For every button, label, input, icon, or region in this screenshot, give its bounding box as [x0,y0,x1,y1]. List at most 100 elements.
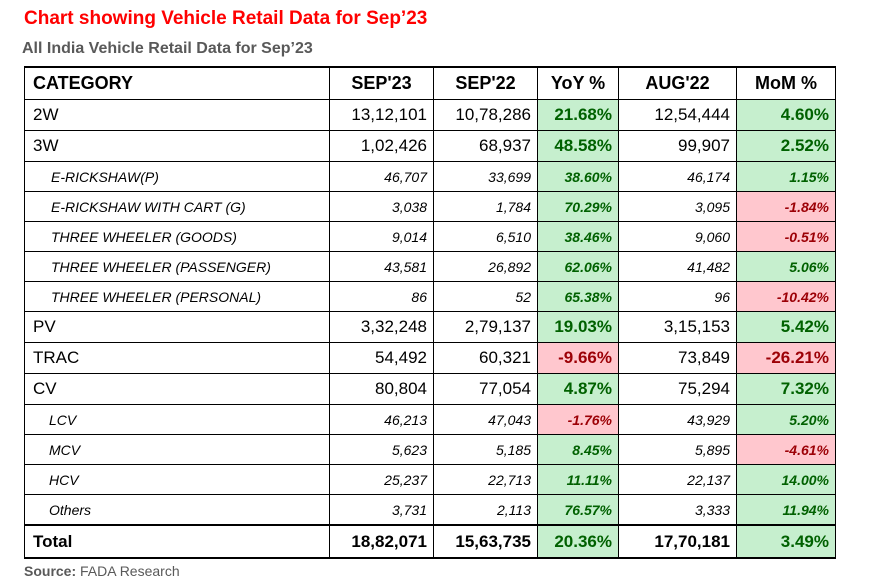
cell-category: THREE WHEELER (GOODS) [24,221,330,252]
cell-aug22: 75,294 [618,373,737,405]
cell-category: E-RICKSHAW WITH CART (G) [24,191,330,222]
cell-aug22: 17,70,181 [618,524,737,559]
header-yoy: YoY % [537,66,619,100]
cell-mom: 1.15% [736,161,836,192]
cell-yoy: -1.76% [537,404,619,435]
cell-sep23: 46,213 [329,404,434,435]
cell-category: Total [24,524,330,559]
cell-category: Others [24,494,330,526]
cell-mom: 7.32% [736,373,836,405]
cell-sep23: 9,014 [329,221,434,252]
cell-mom: -10.42% [736,281,836,312]
cell-mom: -0.51% [736,221,836,252]
cell-sep22: 6,510 [433,221,538,252]
cell-aug22: 99,907 [618,130,737,162]
cell-sep22: 2,79,137 [433,311,538,343]
cell-sep22: 68,937 [433,130,538,162]
table-row: Others 3,731 2,113 76.57% 3,333 11.94% [24,494,836,526]
cell-aug22: 9,060 [618,221,737,252]
table-row: E-RICKSHAW WITH CART (G) 3,038 1,784 70.29%… [24,191,836,222]
cell-yoy: 48.58% [537,130,619,162]
cell-sep22: 22,713 [433,464,538,495]
cell-yoy: 62.06% [537,251,619,282]
cell-aug22: 3,15,153 [618,311,737,343]
cell-sep23: 43,581 [329,251,434,282]
cell-category: CV [24,373,330,405]
table-row: PV 3,32,248 2,79,137 19.03% 3,15,153 5.42% [24,311,836,343]
cell-mom: 5.20% [736,404,836,435]
cell-category: THREE WHEELER (PASSENGER) [24,251,330,282]
header-category: CATEGORY [24,66,330,100]
chart-title: Chart showing Vehicle Retail Data for Se… [24,8,428,29]
cell-category: HCV [24,464,330,495]
cell-mom: -1.84% [736,191,836,222]
cell-sep23: 25,237 [329,464,434,495]
cell-sep22: 26,892 [433,251,538,282]
cell-mom: 2.52% [736,130,836,162]
vehicle-retail-table: CATEGORY SEP'23 SEP'22 YoY % AUG'22 MoM … [24,66,836,559]
cell-mom: 11.94% [736,494,836,526]
cell-sep22: 52 [433,281,538,312]
cell-sep23: 5,623 [329,434,434,465]
cell-mom: -4.61% [736,434,836,465]
cell-sep22: 77,054 [433,373,538,405]
table-row: 2W 13,12,101 10,78,286 21.68% 12,54,444 4.60% [24,99,836,131]
cell-mom: 14.00% [736,464,836,495]
table-row: THREE WHEELER (PERSONAL) 86 52 65.38% 96 -10.… [24,281,836,312]
cell-category: 3W [24,130,330,162]
table-row: MCV 5,623 5,185 8.45% 5,895 -4.61% [24,434,836,465]
cell-aug22: 96 [618,281,737,312]
cell-sep23: 18,82,071 [329,524,434,559]
cell-aug22: 43,929 [618,404,737,435]
cell-aug22: 3,095 [618,191,737,222]
table-row: THREE WHEELER (PASSENGER) 43,581 26,892 62.… [24,251,836,282]
cell-yoy: 38.60% [537,161,619,192]
cell-sep22: 5,185 [433,434,538,465]
cell-sep23: 3,32,248 [329,311,434,343]
header-mom: MoM % [736,66,836,100]
cell-sep23: 3,038 [329,191,434,222]
cell-sep23: 13,12,101 [329,99,434,131]
table-row: TRAC 54,492 60,321 -9.66% 73,849 -26.21% [24,342,836,374]
cell-aug22: 5,895 [618,434,737,465]
header-sep23: SEP'23 [329,66,434,100]
source-label: Source: [24,563,77,579]
total-row: Total 18,82,071 15,63,735 20.36% 17,70,181 3.… [24,524,836,559]
table-body: 2W 13,12,101 10,78,286 21.68% 12,54,444 4.60%… [24,99,836,559]
cell-aug22: 22,137 [618,464,737,495]
cell-sep23: 1,02,426 [329,130,434,162]
cell-sep22: 47,043 [433,404,538,435]
cell-category: PV [24,311,330,343]
cell-sep23: 3,731 [329,494,434,526]
cell-mom: 3.49% [736,524,836,559]
table-row: HCV 25,237 22,713 11.11% 22,137 14.00% [24,464,836,495]
header-aug22: AUG'22 [618,66,737,100]
cell-sep22: 2,113 [433,494,538,526]
table-header-row: CATEGORY SEP'23 SEP'22 YoY % AUG'22 MoM … [24,66,836,100]
cell-yoy: 76.57% [537,494,619,526]
header-sep22: SEP'22 [433,66,538,100]
cell-sep22: 10,78,286 [433,99,538,131]
cell-yoy: 8.45% [537,434,619,465]
cell-sep23: 54,492 [329,342,434,374]
cell-yoy: -9.66% [537,342,619,374]
cell-yoy: 70.29% [537,191,619,222]
cell-category: 2W [24,99,330,131]
cell-mom: 4.60% [736,99,836,131]
cell-aug22: 73,849 [618,342,737,374]
source-value: FADA Research [80,563,180,579]
cell-yoy: 65.38% [537,281,619,312]
cell-sep22: 15,63,735 [433,524,538,559]
cell-yoy: 21.68% [537,99,619,131]
cell-sep22: 60,321 [433,342,538,374]
cell-yoy: 38.46% [537,221,619,252]
cell-sep22: 1,784 [433,191,538,222]
cell-category: E-RICKSHAW(P) [24,161,330,192]
cell-yoy: 20.36% [537,524,619,559]
table-row: THREE WHEELER (GOODS) 9,014 6,510 38.46% 9,0… [24,221,836,252]
cell-aug22: 3,333 [618,494,737,526]
cell-category: MCV [24,434,330,465]
table-row: LCV 46,213 47,043 -1.76% 43,929 5.20% [24,404,836,435]
source-note: Source: FADA Research [24,563,180,579]
table-row: 3W 1,02,426 68,937 48.58% 99,907 2.52% [24,130,836,162]
